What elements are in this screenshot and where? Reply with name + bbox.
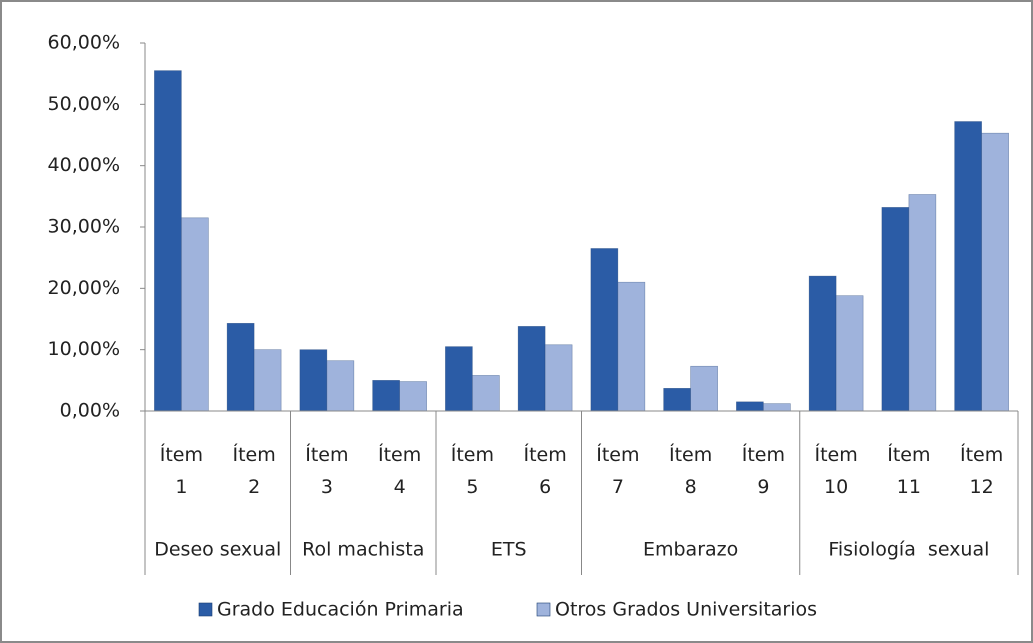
bar (808, 275, 837, 412)
bar (326, 360, 355, 412)
y-tick-label: 20,00% (48, 277, 120, 299)
x-tick-label: Ítem 7 (596, 443, 639, 498)
x-tick-label: Ítem 11 (887, 443, 930, 498)
y-tick-label: 10,00% (48, 338, 120, 360)
x-tick-label: Ítem 9 (742, 443, 785, 498)
x-tick-label: Ítem 5 (451, 443, 494, 498)
y-tick-label: 60,00% (48, 32, 120, 54)
bar (690, 365, 718, 412)
bar (617, 281, 646, 412)
bar (399, 381, 427, 412)
bar (954, 121, 982, 412)
legend-label: Grado Educación Primaria (217, 599, 464, 621)
bar (981, 132, 1009, 412)
y-tick-label: 40,00% (48, 154, 120, 176)
bar (372, 380, 400, 412)
bar (736, 401, 764, 412)
bar (226, 322, 255, 412)
legend-label: Otros Grados Universitarios (555, 599, 817, 621)
bar (835, 295, 864, 412)
y-tick-label: 0,00% (60, 400, 120, 422)
x-tick-label: Ítem 4 (378, 443, 421, 498)
group-label: Deseo sexual (154, 539, 281, 561)
bar (763, 403, 791, 412)
bar (472, 375, 500, 412)
x-tick-label: Ítem 10 (814, 443, 857, 498)
bar (299, 349, 328, 412)
bar (544, 344, 573, 412)
group-label: ETS (491, 539, 527, 561)
x-tick-label: Ítem 2 (232, 443, 275, 498)
legend-swatch (198, 602, 213, 617)
bar (445, 346, 473, 412)
bar (663, 388, 691, 412)
bar (154, 70, 182, 412)
x-tick-label: Ítem 6 (523, 443, 566, 498)
x-tick-label: Ítem 1 (160, 443, 203, 498)
x-tick-label: Ítem 8 (669, 443, 712, 498)
y-tick-label: 30,00% (48, 216, 120, 238)
bar (517, 326, 546, 412)
x-tick-label: Ítem 3 (305, 443, 348, 498)
bar (181, 217, 209, 412)
group-label: Fisiología sexual (828, 539, 989, 561)
group-label: Embarazo (643, 539, 738, 561)
x-tick-label: Ítem 12 (960, 443, 1003, 498)
bar (881, 207, 910, 412)
group-label: Rol machista (302, 539, 424, 561)
bar (590, 248, 619, 412)
y-tick-label: 50,00% (48, 93, 120, 115)
bar (908, 194, 937, 412)
bar (253, 349, 282, 412)
legend-swatch (536, 602, 551, 617)
